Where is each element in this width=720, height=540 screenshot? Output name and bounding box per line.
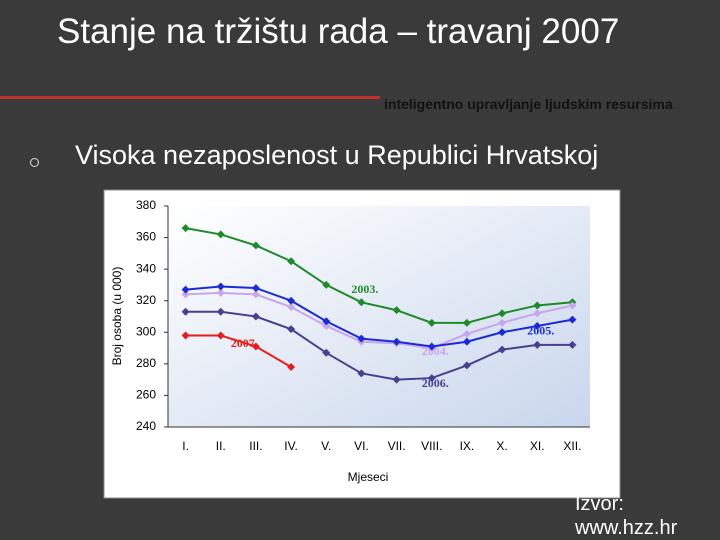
y-tick-label: 340 <box>136 261 156 275</box>
data-point <box>533 301 542 310</box>
data-point <box>498 345 507 354</box>
series-line <box>185 285 573 348</box>
series-line <box>185 291 573 350</box>
y-tick-label: 320 <box>136 293 156 307</box>
data-point <box>216 307 225 316</box>
data-point <box>427 342 436 351</box>
data-point <box>462 318 471 327</box>
data-point <box>322 348 331 357</box>
data-point <box>427 318 436 327</box>
data-point <box>287 363 296 372</box>
data-point <box>322 280 331 289</box>
y-tick-label: 360 <box>136 230 156 244</box>
x-tick-label: X. <box>496 439 507 453</box>
data-point <box>287 303 296 312</box>
x-tick-label: VIII. <box>421 439 442 453</box>
data-point <box>216 288 225 297</box>
bullet-text: Visoka nezaposlenost u Republici Hrvatsk… <box>75 140 599 170</box>
data-point <box>287 325 296 334</box>
series-label: 2005. <box>527 324 554 338</box>
data-point <box>568 301 577 310</box>
data-point <box>181 285 190 294</box>
data-point <box>462 337 471 346</box>
bullet-marker <box>30 158 39 167</box>
data-point <box>498 309 507 318</box>
data-point <box>533 309 542 318</box>
data-point <box>568 340 577 349</box>
x-tick-label: IX. <box>460 439 475 453</box>
data-point <box>216 282 225 291</box>
data-point <box>216 230 225 239</box>
data-point <box>216 331 225 340</box>
data-point <box>462 329 471 338</box>
y-tick-label: 280 <box>136 356 156 370</box>
data-point <box>533 340 542 349</box>
data-point <box>287 257 296 266</box>
data-point <box>322 321 331 330</box>
data-point <box>568 315 577 324</box>
data-point <box>427 374 436 383</box>
rule <box>0 96 380 99</box>
data-point <box>287 296 296 305</box>
y-tick-label: 260 <box>136 388 156 402</box>
plot-area <box>168 206 590 427</box>
data-point <box>322 317 331 326</box>
y-tick-label: 240 <box>136 419 156 433</box>
series-label: 2006. <box>422 376 449 390</box>
data-point <box>251 241 260 250</box>
x-axis-label: Mjeseci <box>348 470 389 484</box>
data-point <box>357 334 366 343</box>
x-tick-label: IV. <box>284 439 298 453</box>
data-point <box>251 284 260 293</box>
x-tick-label: V. <box>321 439 331 453</box>
data-point <box>392 306 401 315</box>
series-label: 2004. <box>422 344 449 358</box>
y-tick-label: 300 <box>136 324 156 338</box>
data-point <box>251 342 260 351</box>
data-point <box>251 290 260 299</box>
data-point <box>533 321 542 330</box>
data-point <box>357 369 366 378</box>
data-point <box>357 298 366 307</box>
x-tick-label: VI. <box>354 439 369 453</box>
data-point <box>498 318 507 327</box>
y-tick-label: 380 <box>136 198 156 212</box>
x-tick-label: I. <box>182 439 189 453</box>
data-point <box>498 328 507 337</box>
data-point <box>181 331 190 340</box>
data-point <box>181 307 190 316</box>
x-tick-label: XI. <box>530 439 545 453</box>
data-point <box>181 290 190 299</box>
x-tick-label: XII. <box>563 439 581 453</box>
x-tick-label: III. <box>249 439 262 453</box>
y-axis-label: Broj osoba (u 000) <box>110 267 124 366</box>
data-point <box>462 361 471 370</box>
series-label: 2007. <box>231 336 258 350</box>
slide-title: Stanje na tržištu rada – travanj 2007 <box>57 12 620 51</box>
series-line <box>185 310 573 381</box>
series-line <box>185 334 292 368</box>
data-point <box>251 312 260 321</box>
data-point <box>181 224 190 233</box>
data-point <box>392 375 401 384</box>
series-label: 2003. <box>351 282 378 296</box>
source: Izvor: www.hzz.hr <box>575 493 678 539</box>
x-tick-label: II. <box>216 439 226 453</box>
series-line <box>185 227 573 324</box>
tagline: inteligentno upravljanje ljudskim resurs… <box>384 96 673 112</box>
x-tick-label: VII. <box>388 439 406 453</box>
data-point <box>392 337 401 346</box>
